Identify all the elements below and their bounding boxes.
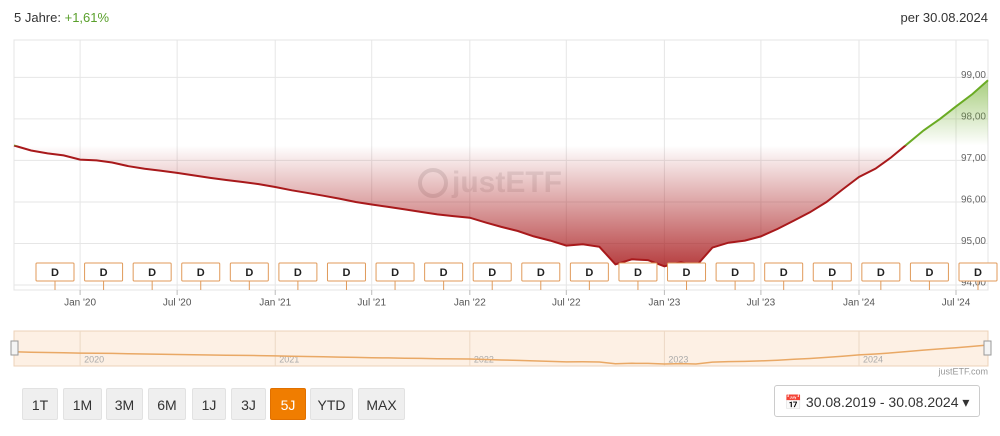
range-button[interactable]: 1T <box>22 388 58 420</box>
price-line <box>13 79 989 268</box>
marker-box <box>958 262 998 282</box>
calendar-icon: 📅 <box>784 394 803 410</box>
dividend-marker: D <box>245 267 253 279</box>
marker-box <box>84 262 124 282</box>
range-button[interactable]: 3J <box>231 388 266 420</box>
dividend-marker: D <box>731 267 739 279</box>
date-range-picker[interactable]: 📅 30.08.2019 - 30.08.2024 ▾ <box>774 385 980 417</box>
marker-box <box>375 262 415 282</box>
navigator-line <box>13 344 989 365</box>
marker-box <box>812 262 852 282</box>
navigator-bg <box>13 330 989 367</box>
navigator-handle[interactable] <box>983 340 992 356</box>
x-tick-label: Jan '22 <box>454 298 486 309</box>
dividend-marker: D <box>294 267 302 279</box>
navigator-label: 2021 <box>279 354 299 364</box>
dividend-marker: D <box>780 267 788 279</box>
dividend-marker: D <box>51 267 59 279</box>
y-tick-label: 99,00 <box>961 70 986 81</box>
y-tick-label: 96,00 <box>961 195 986 206</box>
dividend-marker: D <box>100 267 108 279</box>
navigator-label: 2024 <box>863 354 883 364</box>
range-button[interactable]: 6M <box>148 388 186 420</box>
marker-box <box>181 262 221 282</box>
dividend-marker: D <box>634 267 642 279</box>
marker-box <box>909 262 949 282</box>
dividend-marker: D <box>537 267 545 279</box>
navigator-label: 2023 <box>668 354 688 364</box>
marker-box <box>569 262 609 282</box>
y-tick-label: 97,00 <box>961 153 986 164</box>
y-tick-label: 94,00 <box>961 278 986 289</box>
marker-box <box>278 262 318 282</box>
x-tick-label: Jul '24 <box>942 298 971 309</box>
range-button[interactable]: MAX <box>358 388 405 420</box>
as-of-date: per 30.08.2024 <box>900 10 988 25</box>
marker-box <box>132 262 172 282</box>
marker-box <box>521 262 561 282</box>
marker-box <box>35 262 75 282</box>
caret: ▾ <box>962 394 970 410</box>
dividend-marker: D <box>197 267 205 279</box>
dividend-marker: D <box>440 267 448 279</box>
x-tick-label: Jul '22 <box>552 298 581 309</box>
y-tick-label: 95,00 <box>961 236 986 247</box>
dividend-marker: D <box>585 267 593 279</box>
range-button[interactable]: YTD <box>310 388 353 420</box>
x-tick-label: Jan '24 <box>843 298 875 309</box>
x-tick-label: Jan '20 <box>64 298 96 309</box>
x-tick-label: Jan '21 <box>259 298 291 309</box>
dividend-marker: D <box>148 267 156 279</box>
performance: +1,61% <box>64 10 110 25</box>
marker-box <box>861 262 901 282</box>
header-left: 5 Jahre: +1,61% <box>14 10 109 25</box>
dividend-marker: D <box>342 267 350 279</box>
dividend-marker: D <box>974 267 982 279</box>
range-button[interactable]: 3M <box>106 388 143 420</box>
range-button[interactable]: 1M <box>63 388 102 420</box>
marker-box <box>618 262 658 282</box>
date-range: 30.08.2019 - 30.08.2024 <box>805 394 959 410</box>
marker-box <box>764 262 804 282</box>
source: justETF.com <box>937 366 988 376</box>
marker-box <box>472 262 512 282</box>
navigator-handle[interactable] <box>10 340 19 356</box>
dividend-marker: D <box>828 267 836 279</box>
dividend-marker: D <box>391 267 399 279</box>
x-tick-label: Jul '20 <box>163 298 192 309</box>
dividend-marker: D <box>683 267 691 279</box>
range-button[interactable]: 1J <box>192 388 226 420</box>
marker-box <box>229 262 269 282</box>
dividend-marker: D <box>488 267 496 279</box>
marker-box <box>667 262 707 282</box>
x-tick-label: Jul '21 <box>357 298 386 309</box>
area-fill <box>14 80 988 267</box>
range-button-active[interactable]: 5J <box>270 388 306 420</box>
dividend-marker: D <box>925 267 933 279</box>
marker-box <box>424 262 464 282</box>
dividend-marker: D <box>877 267 885 279</box>
marker-box <box>326 262 366 282</box>
x-tick-label: Jan '23 <box>648 298 680 309</box>
x-tick-label: Jul '23 <box>747 298 776 309</box>
marker-box <box>715 262 755 282</box>
period-label: 5 Jahre: <box>14 10 61 25</box>
navigator-label: 2020 <box>84 354 104 364</box>
